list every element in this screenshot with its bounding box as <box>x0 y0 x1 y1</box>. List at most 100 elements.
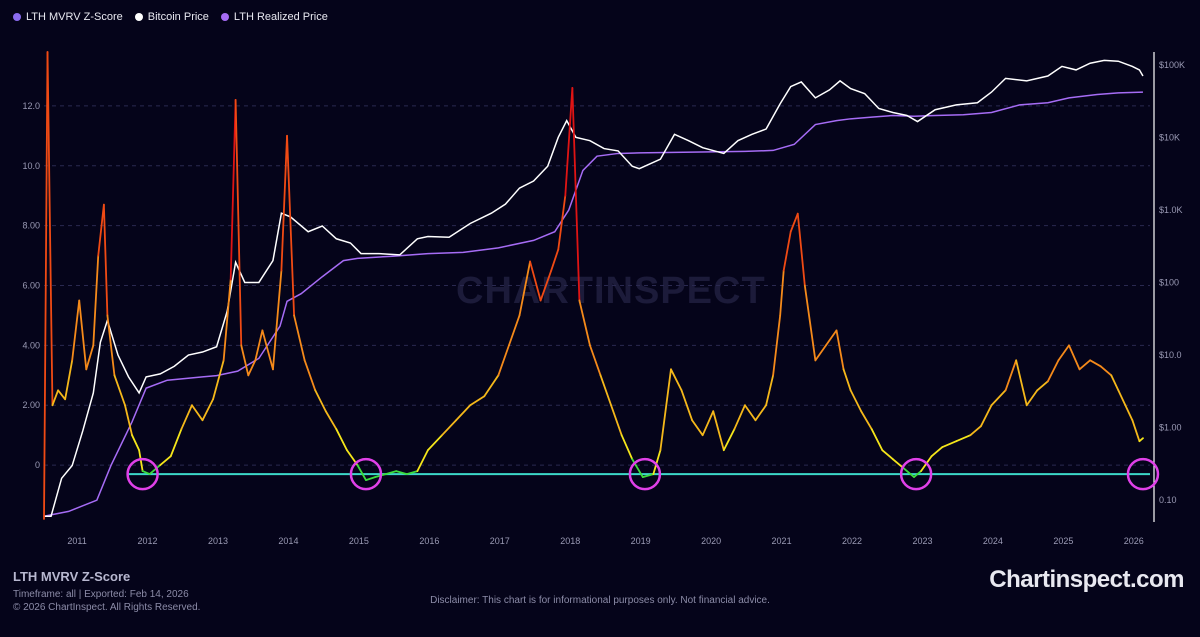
footer-meta: Timeframe: all | Exported: Feb 14, 2026 <box>13 589 189 600</box>
chartinspect-watermark: CHARTINSPECT <box>456 270 766 312</box>
zscore-segment <box>106 314 116 377</box>
zscore-segment <box>102 203 109 317</box>
x-tick-label: 2017 <box>490 536 510 546</box>
left-tick-label: 4.00 <box>22 340 40 350</box>
x-tick-label: 2020 <box>701 536 721 546</box>
zscore-segment <box>286 134 295 317</box>
zscore-segment <box>652 449 662 476</box>
zscore-segment <box>1068 344 1081 371</box>
zscore-segment <box>254 329 264 362</box>
right-tick-label: $1.00 <box>1159 423 1182 433</box>
zscore-segment <box>57 389 67 401</box>
zscore-segment <box>849 389 863 413</box>
zscore-segment <box>78 299 88 371</box>
zscore-segment <box>240 344 250 377</box>
zscore-segment <box>314 389 327 413</box>
zscore-segment <box>860 410 873 431</box>
legend-swatch-realized <box>220 13 229 21</box>
x-tick-label: 2023 <box>912 536 932 546</box>
zscore-segment <box>169 428 183 458</box>
zscore-segment <box>138 449 144 473</box>
zscore-segment <box>427 434 443 452</box>
zscore-segment <box>620 434 634 461</box>
zscore-segment <box>1015 359 1028 407</box>
zscore-segment <box>1078 359 1092 371</box>
zscore-segment <box>131 434 141 452</box>
x-tick-label: 2011 <box>67 536 86 546</box>
zscore-segment <box>222 278 232 362</box>
zscore-segment <box>796 212 806 287</box>
left-tick-label: 6.00 <box>22 281 40 291</box>
zscore-segment <box>641 473 655 478</box>
x-tick-label: 2021 <box>772 536 792 546</box>
zscore-segment <box>455 404 472 422</box>
x-tick-label: 2025 <box>1053 536 1073 546</box>
zscore-segment <box>529 260 542 302</box>
legend-label-price: Bitcoin Price <box>147 11 209 23</box>
legend-label-realized: LTH Realized Price <box>233 11 328 23</box>
left-tick-label: 10.0 <box>22 161 40 171</box>
zscore-segment <box>1124 404 1134 422</box>
zscore-segment <box>990 389 1007 407</box>
bottom-highlight-circle <box>1126 457 1160 491</box>
zscore-segment <box>272 269 283 371</box>
zscore-segment <box>557 194 567 251</box>
x-tick-label: 2016 <box>419 536 439 546</box>
zscore-segment <box>779 269 785 317</box>
right-tick-label: $100 <box>1159 277 1179 287</box>
zscore-segment <box>772 314 782 377</box>
legend-item-zscore[interactable]: LTH MVRV Z-Score <box>13 11 123 23</box>
zscore-segment <box>571 87 581 302</box>
zscore-segment <box>124 404 133 437</box>
zscore-segment <box>51 389 59 407</box>
zscore-segment <box>1131 419 1141 443</box>
zscore-segment <box>610 404 623 437</box>
zscore-segment <box>1110 374 1120 392</box>
zscore-segment <box>765 374 775 407</box>
zscore-segment <box>141 470 151 476</box>
legend-item-realized[interactable]: LTH Realized Price <box>220 11 328 23</box>
zscore-segment <box>497 344 510 377</box>
zscore-segment <box>159 455 172 467</box>
zscore-segment <box>659 368 672 452</box>
bottom-highlight-circle <box>628 457 662 491</box>
zscore-segment <box>113 374 126 407</box>
zscore-segment <box>881 449 894 461</box>
zscore-segment <box>691 419 704 437</box>
left-tick-label: 2.00 <box>22 400 40 410</box>
zscore-segment <box>930 446 944 458</box>
zscore-segment <box>722 428 736 452</box>
zscore-segment <box>64 359 74 401</box>
zscore-segment <box>384 470 398 476</box>
zscore-segment <box>280 134 288 272</box>
zscore-segment <box>229 98 237 281</box>
zscore-segment <box>955 434 972 443</box>
zscore-segment <box>508 314 521 347</box>
zscore-segment <box>599 374 612 407</box>
zscore-segment <box>441 419 458 437</box>
zscore-segment <box>97 203 105 257</box>
zscore-segment <box>1025 389 1039 407</box>
zscore-segment <box>180 404 193 431</box>
zscore-segment <box>754 404 767 422</box>
zscore-segment <box>835 329 845 371</box>
left-tick-label: 12.0 <box>22 101 40 111</box>
zscore-segment <box>416 449 429 473</box>
bottom-highlight-circle <box>899 457 933 491</box>
zscore-segment <box>803 284 817 362</box>
left-tick-label: 0 <box>35 460 40 470</box>
zscore-segment <box>782 230 792 272</box>
legend-item-price[interactable]: Bitcoin Price <box>134 11 209 23</box>
zscore-segment <box>85 344 95 371</box>
zscore-segment <box>941 440 958 449</box>
bitcoin-price-line <box>44 59 1144 518</box>
zscore-segment <box>842 368 852 392</box>
zscore-segment <box>261 329 274 371</box>
zscore-segment <box>46 51 54 407</box>
brand-logo[interactable]: Chartinspect.com <box>989 566 1184 593</box>
right-tick-label: $100K <box>1159 60 1185 70</box>
bottom-highlight-circle <box>349 457 383 491</box>
zscore-segment <box>469 395 486 407</box>
zscore-segment <box>680 389 694 422</box>
zscore-segment <box>891 458 905 470</box>
